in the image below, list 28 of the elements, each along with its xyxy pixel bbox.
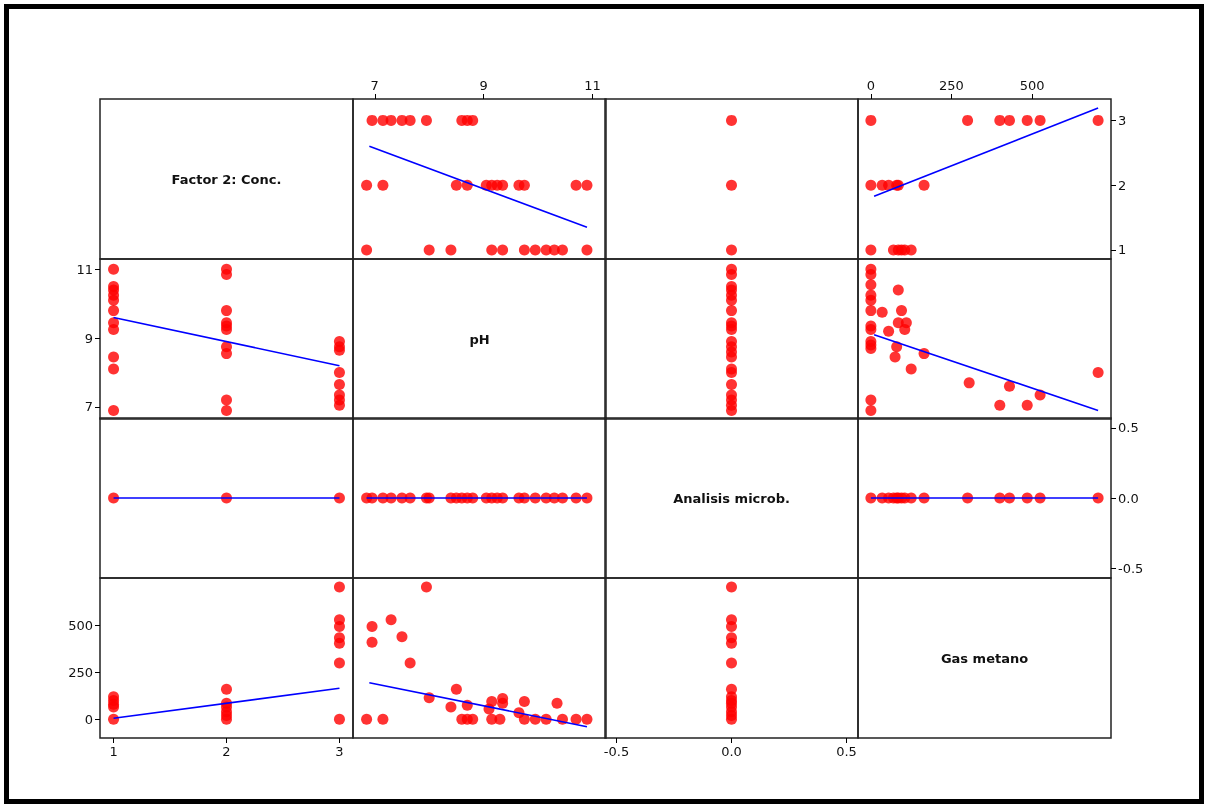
y-tick-label: 2	[1117, 177, 1126, 193]
y-tick-label: 250	[68, 664, 93, 680]
x-tick-label: 2	[222, 744, 231, 760]
y-tick-label: -0.5	[1117, 561, 1143, 577]
y-tick-label: 11	[76, 261, 93, 277]
y-tick-label: 0.5	[1117, 420, 1139, 436]
y-tick-label: 3	[1117, 112, 1126, 128]
x-tick-label: 3	[335, 744, 344, 760]
x-tick-label: 500	[1019, 78, 1044, 93]
x-tick-label: 7	[370, 78, 379, 93]
y-tick-label: 7	[84, 399, 93, 415]
x-tick-label: 0	[866, 78, 875, 93]
text: Gas metano	[940, 650, 1028, 666]
x-tick-label: -0.5	[603, 744, 630, 760]
y-tick-label: 0.0	[1117, 490, 1139, 506]
text: Analisis microb.	[673, 490, 790, 506]
x-tick-label: 9	[478, 78, 488, 93]
x-tick-label: 250	[938, 78, 964, 93]
x-tick-label: 1	[109, 744, 118, 760]
text: Factor 2: Conc.	[171, 171, 282, 187]
y-tick-label: 1	[1117, 242, 1126, 258]
y-tick-label: 9	[84, 330, 93, 346]
y-tick-label: 500	[68, 618, 93, 634]
x-tick-label: 0.5	[836, 744, 857, 760]
x-tick-label: 0.0	[721, 744, 742, 760]
text: pH	[468, 331, 490, 347]
x-tick-label: 11	[583, 78, 601, 93]
y-tick-label: 0	[84, 711, 93, 727]
